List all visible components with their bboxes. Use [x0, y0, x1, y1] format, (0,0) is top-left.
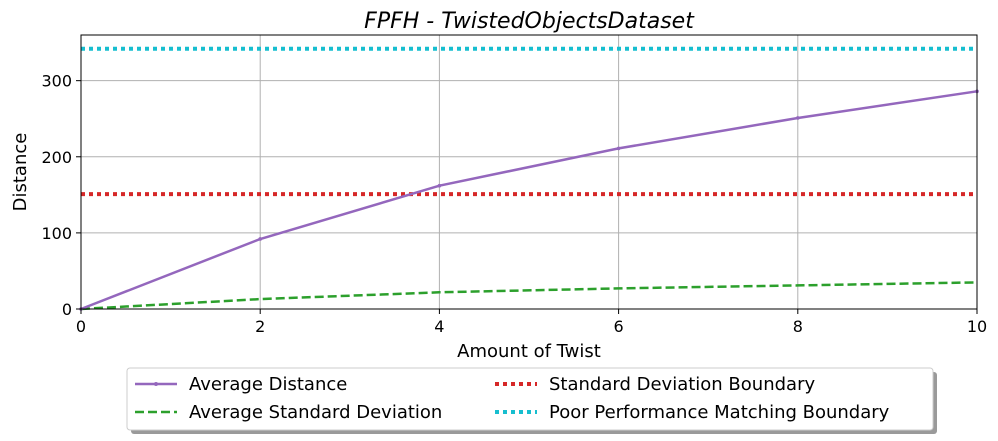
- plot-frame: [80, 34, 978, 310]
- legend-label: Average Standard Deviation: [189, 402, 442, 423]
- legend-label: Poor Performance Matching Boundary: [549, 402, 890, 423]
- x-tick-label: 6: [614, 317, 624, 336]
- series-layer: [79, 46, 979, 311]
- x-axis-label: Amount of Twist: [457, 341, 601, 362]
- x-tick-label: 8: [793, 317, 803, 336]
- y-tick-label: 100: [41, 224, 72, 243]
- y-axis-label: Distance: [10, 133, 31, 212]
- y-tick-label: 200: [41, 148, 72, 167]
- legend-marker: [154, 382, 158, 386]
- x-axis-ticks: 0 2 4 6 8 10: [76, 309, 987, 336]
- y-tick-label: 0: [62, 300, 72, 319]
- series-line: [80, 90, 978, 311]
- x-tick-label: 2: [255, 317, 265, 336]
- legend-label: Standard Deviation Boundary: [549, 374, 815, 395]
- data-point: [616, 146, 621, 151]
- x-tick-label: 4: [434, 317, 444, 336]
- x-tick-label: 0: [76, 317, 86, 336]
- legend-label: Average Distance: [189, 374, 347, 395]
- grid: [80, 35, 978, 310]
- data-point: [796, 116, 800, 120]
- legend: Average Distance Average Standard Deviati…: [126, 367, 937, 434]
- data-point: [437, 183, 442, 188]
- legend-box: [126, 367, 934, 431]
- y-axis-ticks: 0 100 200 300: [41, 72, 81, 319]
- series-line: [80, 281, 978, 311]
- y-tick-label: 300: [41, 72, 72, 91]
- x-tick-label: 10: [967, 317, 987, 336]
- chart-title: FPFH - TwistedObjectsDataset: [364, 9, 695, 34]
- data-point: [258, 237, 263, 241]
